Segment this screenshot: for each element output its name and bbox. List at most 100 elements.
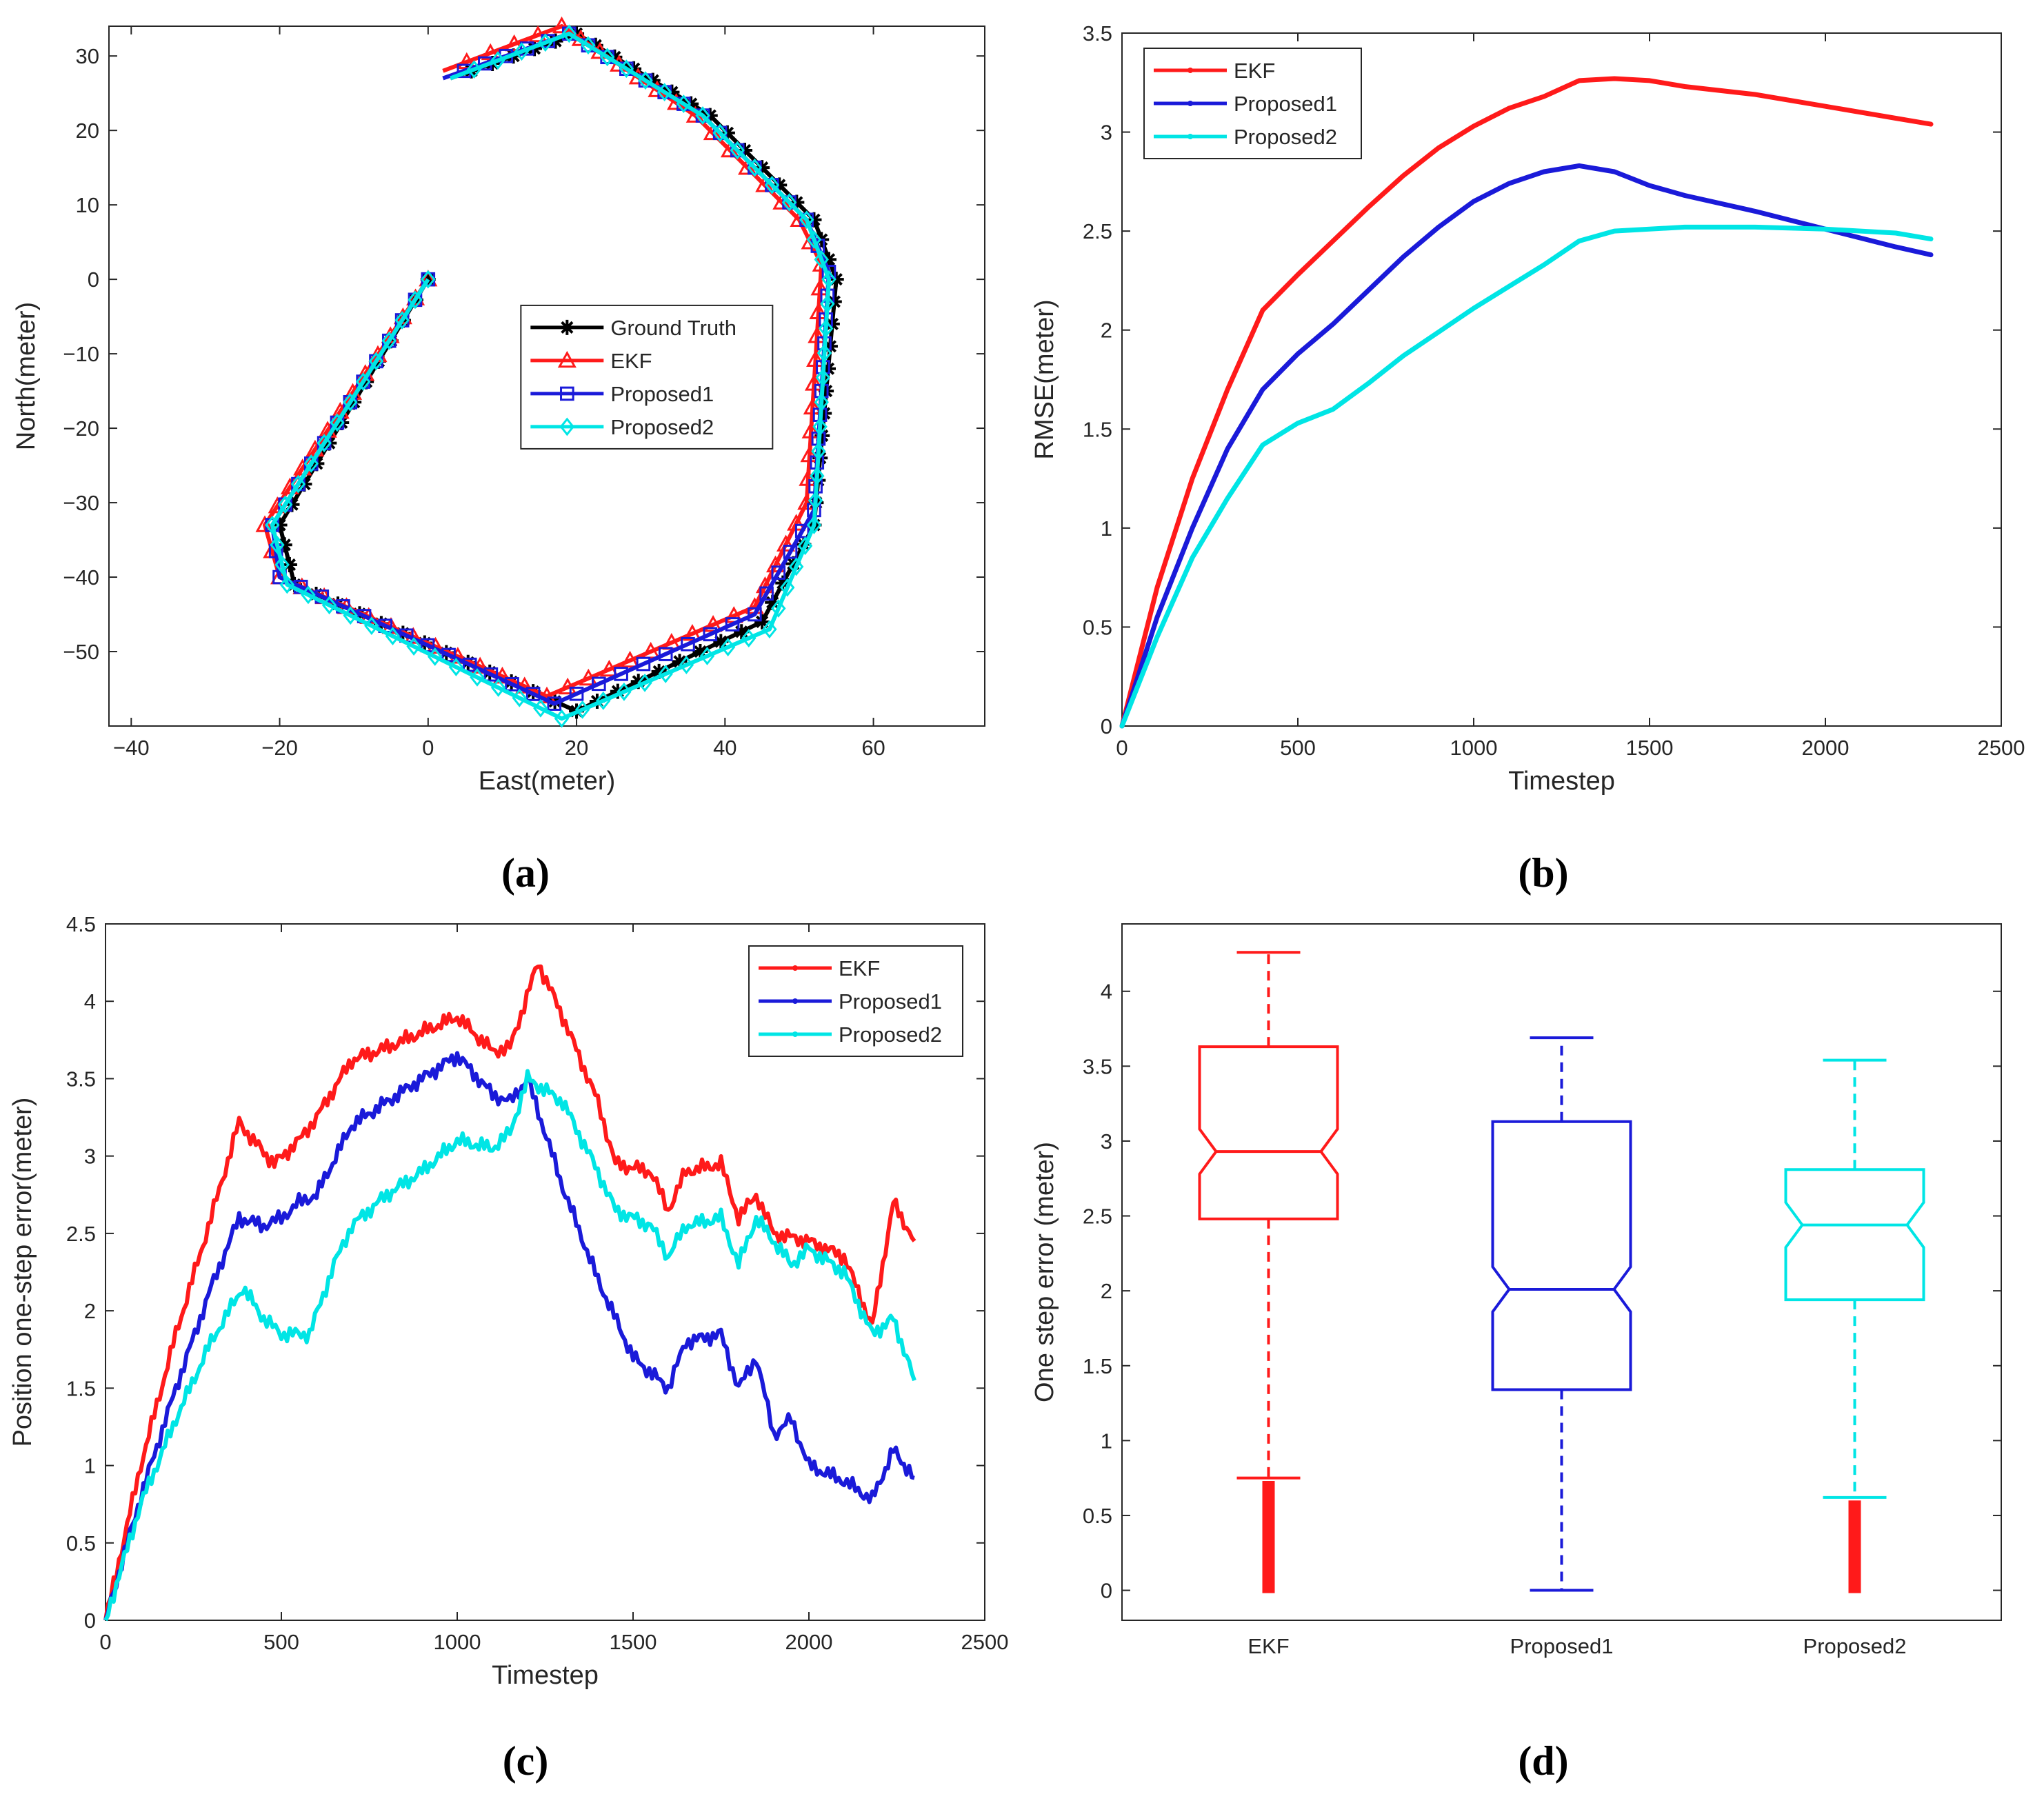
trajectory-marker-proposed1 [771, 565, 786, 580]
y-tick-label: 0.5 [66, 1531, 96, 1555]
trajectory-marker-ground-truth [277, 537, 292, 553]
trajectory-marker-ground-truth [772, 177, 788, 193]
trajectory-marker-ekf [515, 676, 534, 694]
y-tick-label: 30 [76, 44, 99, 68]
legend-marker-proposed2 [792, 1031, 798, 1037]
trajectory-marker-ekf [801, 421, 821, 439]
trajectory-marker-proposed2 [679, 656, 694, 674]
trajectory-marker-ground-truth [334, 414, 350, 430]
trajectory-marker-ground-truth [346, 394, 362, 410]
trajectory-marker-proposed2 [368, 352, 384, 371]
trajectory-marker-proposed1 [505, 677, 519, 692]
box-proposed2: Proposed2 [1784, 1058, 1925, 1658]
y-tick-label: 20 [76, 119, 99, 143]
x-tick-label: 1000 [1450, 736, 1498, 760]
legend-marker-proposed2 [559, 417, 575, 436]
x-tick-label: 2000 [785, 1630, 833, 1654]
trajectory-marker-ground-truth [816, 405, 832, 421]
legend-label-proposed2: Proposed2 [610, 415, 714, 439]
trajectory-marker-proposed2 [279, 575, 295, 594]
trajectory-marker-proposed2 [815, 368, 831, 387]
trajectory-marker-proposed2 [596, 691, 611, 710]
y-tick-label: 0 [84, 1609, 96, 1633]
trajectory-marker-ekf [804, 374, 824, 391]
trajectory-marker-proposed2 [818, 319, 834, 338]
category-label-ekf: EKF [1248, 1634, 1289, 1658]
series-proposed2 [265, 24, 836, 728]
trajectory-marker-proposed2 [274, 555, 290, 574]
outliers-proposed2 [1848, 1500, 1861, 1593]
x-tick-label: 2000 [1802, 736, 1850, 760]
panel-label-d: (d) [1518, 1738, 1569, 1784]
trajectory-marker-proposed2 [343, 606, 358, 625]
trajectory-marker-proposed2 [720, 638, 736, 656]
trajectory-marker-ground-truth [719, 125, 735, 141]
trajectory-marker-proposed2 [317, 434, 332, 453]
trajectory-marker-proposed2 [812, 417, 828, 436]
trajectory-marker-proposed2 [599, 48, 615, 67]
x-tick-label: 2500 [1978, 736, 2025, 760]
panel-label-b: (b) [1518, 850, 1569, 896]
trajectory-marker-proposed2 [762, 620, 777, 639]
trajectory-marker-proposed1 [614, 667, 628, 681]
trajectory-marker-proposed2 [538, 33, 553, 52]
trajectory-marker-ekf [765, 555, 785, 573]
trajectory-marker-proposed2 [330, 413, 345, 432]
trajectory-marker-proposed1 [592, 676, 606, 692]
trajectory-marker-proposed2 [676, 94, 692, 114]
trajectory-marker-proposed2 [301, 585, 316, 605]
trajectory-marker-proposed1 [748, 607, 762, 622]
panel-label-c: (c) [502, 1738, 549, 1784]
legend-label-ground-truth: Ground Truth [610, 316, 737, 340]
trajectory-marker-ekf [620, 650, 640, 668]
trajectory-marker-ground-truth [814, 427, 830, 443]
trajectory-marker-proposed2 [277, 495, 293, 514]
trajectory-marker-ekf [803, 397, 822, 415]
trajectory-marker-proposed2 [730, 141, 745, 160]
y-tick-label: 1 [1101, 1429, 1112, 1453]
trajectory-marker-proposed2 [581, 36, 596, 55]
y-tick-label: 0 [1101, 1579, 1112, 1603]
x-tick-label: 40 [713, 736, 737, 760]
trajectory-marker-proposed1 [794, 523, 810, 538]
trajectory-marker-proposed2 [821, 270, 836, 289]
legend-marker-ground-truth [559, 319, 575, 335]
trajectory-marker-proposed2 [810, 466, 825, 485]
trajectory-marker-proposed2 [343, 392, 358, 412]
legend-label-proposed1: Proposed1 [839, 989, 942, 1014]
trajectory-marker-proposed2 [421, 270, 436, 289]
trajectory-marker-proposed2 [428, 647, 443, 666]
legend-marker-proposed1 [1188, 101, 1193, 106]
x-tick-label: 1500 [610, 1630, 657, 1654]
trajectory-marker-proposed1 [569, 686, 584, 701]
trajectory-marker-proposed2 [265, 516, 280, 534]
trajectory-marker-proposed2 [741, 629, 757, 647]
trajectory-marker-proposed1 [525, 687, 541, 701]
trajectory-marker-ground-truth [737, 142, 753, 158]
trajectory-marker-ground-truth [548, 33, 563, 49]
trajectory-marker-proposed2 [321, 596, 337, 615]
plot-area [1121, 923, 2002, 1621]
y-tick-label: 0 [88, 268, 99, 292]
legend-label-proposed1: Proposed1 [1234, 92, 1337, 116]
y-tick-label: 1 [84, 1454, 96, 1478]
trajectory-marker-ground-truth [692, 644, 708, 660]
series-line-ekf [1119, 76, 1934, 729]
legend: EKF Proposed1 Proposed2 [748, 945, 963, 1057]
trajectory-marker-proposed2 [814, 250, 829, 269]
trajectory-marker-ekf [808, 326, 827, 343]
legend-label-ekf: EKF [610, 349, 652, 373]
y-tick-label: 3 [1101, 121, 1112, 145]
trajectory-marker-ground-truth [713, 634, 729, 649]
trajectory-marker-proposed2 [799, 210, 814, 230]
x-axis-label: Timestep [1508, 767, 1615, 796]
trajectory-marker-proposed2 [788, 557, 804, 576]
y-tick-label: 0.5 [1083, 1504, 1112, 1528]
y-tick-label: 1 [1101, 516, 1112, 541]
x-tick-label: 0 [422, 736, 434, 760]
trajectory-marker-proposed2 [381, 331, 397, 350]
y-axis-label: RMSE(meter) [1030, 299, 1059, 459]
y-tick-label: 2.5 [1083, 219, 1112, 243]
box-proposed1: Proposed1 [1491, 1036, 1632, 1658]
trajectory-marker-proposed1 [483, 667, 499, 682]
